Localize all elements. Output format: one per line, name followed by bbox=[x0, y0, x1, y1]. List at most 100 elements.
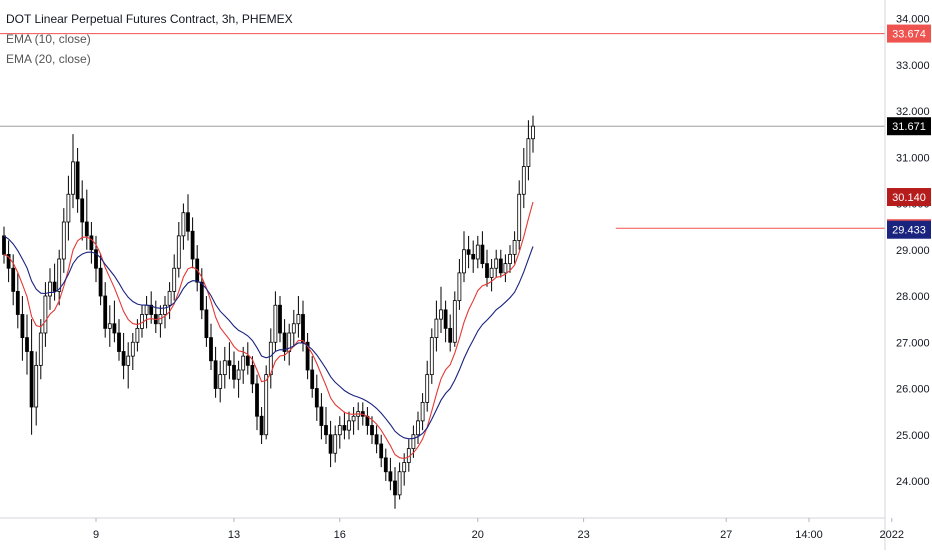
candle-body bbox=[25, 337, 29, 352]
candle-body bbox=[222, 360, 227, 376]
horizontal-lines bbox=[0, 33, 885, 229]
candle bbox=[319, 393, 324, 440]
candle bbox=[434, 300, 439, 352]
y-tick-label: 31.000 bbox=[896, 152, 930, 164]
candle bbox=[425, 360, 430, 412]
candle-body bbox=[11, 267, 16, 292]
candle-body bbox=[383, 457, 388, 473]
candle-body bbox=[103, 295, 108, 329]
candle bbox=[25, 314, 29, 375]
candle bbox=[337, 416, 342, 449]
candle bbox=[333, 425, 338, 463]
candle bbox=[521, 148, 526, 209]
candle bbox=[443, 300, 448, 343]
candle bbox=[57, 249, 62, 306]
candle bbox=[351, 407, 356, 435]
candle-body bbox=[84, 221, 89, 237]
candle-body bbox=[420, 401, 425, 422]
candles bbox=[2, 115, 535, 509]
candle-body bbox=[374, 434, 379, 445]
candle-body bbox=[38, 332, 43, 366]
candle-body bbox=[521, 166, 526, 195]
price-badge-ema20: 29.433 bbox=[887, 220, 931, 239]
candle-body bbox=[314, 388, 319, 408]
candle bbox=[181, 203, 186, 250]
candle-body bbox=[268, 341, 273, 376]
candle-body bbox=[163, 304, 167, 315]
candle-body bbox=[526, 138, 531, 167]
candle bbox=[75, 148, 80, 213]
candle-body bbox=[259, 415, 264, 436]
candle bbox=[2, 226, 6, 264]
candle-body bbox=[278, 304, 282, 334]
y-tick-label: 28.000 bbox=[896, 291, 930, 303]
candle bbox=[489, 259, 494, 292]
candle-body bbox=[324, 425, 328, 436]
candle-body bbox=[512, 240, 517, 255]
candle-body bbox=[351, 415, 356, 422]
candle bbox=[388, 457, 393, 491]
candle-body bbox=[71, 161, 75, 195]
candle-body bbox=[94, 249, 98, 269]
candle-body bbox=[416, 420, 420, 436]
candle-body bbox=[452, 300, 457, 343]
candle bbox=[112, 300, 117, 343]
candle bbox=[38, 319, 43, 380]
legend-ema20: EMA (20, close) bbox=[6, 52, 91, 66]
candle bbox=[498, 249, 503, 278]
x-tick-label: 13 bbox=[228, 529, 240, 541]
candle bbox=[163, 296, 167, 329]
x-tick-label: 14:00 bbox=[795, 529, 823, 541]
candle-body bbox=[273, 304, 278, 343]
price-badge-bg bbox=[887, 24, 931, 43]
candle-body bbox=[347, 420, 351, 431]
candle-body bbox=[425, 374, 430, 403]
candle-body bbox=[57, 258, 62, 292]
candle-body bbox=[319, 406, 324, 426]
candle bbox=[296, 296, 301, 338]
x-tick-label: 2022 bbox=[880, 529, 904, 541]
candle-body bbox=[411, 434, 416, 450]
candle bbox=[429, 328, 434, 384]
price-badge-bg bbox=[887, 188, 931, 207]
candle bbox=[324, 407, 328, 444]
candle bbox=[264, 365, 269, 440]
candle bbox=[20, 296, 25, 361]
candle bbox=[186, 194, 190, 241]
candle-body bbox=[296, 314, 301, 325]
candle bbox=[222, 346, 227, 389]
candle-body bbox=[443, 309, 448, 329]
candle-body bbox=[43, 295, 48, 334]
candle bbox=[250, 356, 255, 394]
candle-body bbox=[181, 212, 186, 237]
y-tick-label: 32.000 bbox=[896, 106, 930, 118]
candle bbox=[503, 254, 508, 283]
candle bbox=[255, 374, 259, 431]
candle bbox=[278, 296, 282, 343]
candle bbox=[466, 235, 471, 269]
candle bbox=[397, 462, 402, 500]
candle bbox=[29, 319, 34, 435]
candle-body bbox=[241, 355, 246, 371]
candle-body bbox=[494, 258, 499, 269]
candle bbox=[379, 434, 384, 468]
candle-body bbox=[209, 337, 213, 362]
candle-body bbox=[167, 290, 172, 306]
candle bbox=[287, 323, 292, 366]
candle-body bbox=[508, 253, 512, 265]
candle-body bbox=[310, 369, 315, 389]
ema20-line bbox=[3, 235, 534, 440]
candle bbox=[420, 393, 425, 431]
candle bbox=[218, 360, 223, 403]
candle bbox=[374, 425, 379, 454]
candle bbox=[52, 263, 57, 301]
candle-body bbox=[48, 281, 52, 297]
candle-body bbox=[402, 462, 407, 473]
candle bbox=[144, 296, 149, 329]
candle-body bbox=[457, 272, 462, 302]
candle bbox=[475, 235, 480, 269]
